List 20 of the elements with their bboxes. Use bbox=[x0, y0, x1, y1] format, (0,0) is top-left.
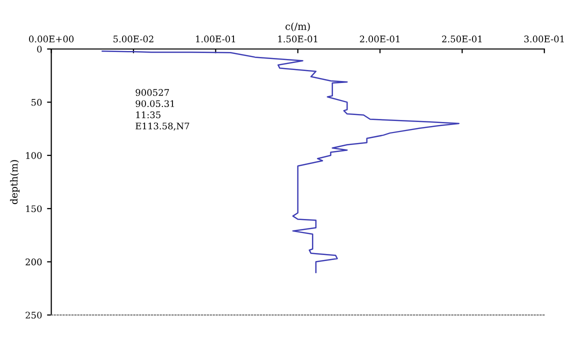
y-tick-label: 100 bbox=[26, 152, 42, 159]
y-tick-label: 150 bbox=[26, 205, 42, 212]
y-tick-label: 50 bbox=[32, 98, 42, 106]
y-tick-label: 0 bbox=[37, 46, 42, 53]
x-tick-label: 1.50E-01 bbox=[278, 36, 318, 42]
annotation: 90.05.31 bbox=[136, 100, 174, 108]
x-tick-label: 0.00E+00 bbox=[29, 36, 74, 42]
y-tick-label: 200 bbox=[26, 258, 42, 266]
x-tick-label: 3.00E-01 bbox=[524, 36, 564, 42]
y-tick-label: 250 bbox=[26, 312, 42, 319]
x-tick-label: 1.00E-01 bbox=[196, 36, 236, 42]
annotation: E113.58,N7 bbox=[136, 122, 190, 131]
x-tick-label: 2.00E-01 bbox=[360, 36, 400, 42]
line-series bbox=[102, 50, 460, 274]
y-axis-title: depth(m) bbox=[10, 160, 20, 204]
annotation: 11:35 bbox=[136, 111, 160, 118]
x-tick-label: 2.50E-01 bbox=[442, 36, 482, 42]
x-tick-label: 5.00E-02 bbox=[114, 36, 154, 42]
annotation: 900527 bbox=[136, 89, 169, 96]
x-axis-title: c(/m) bbox=[286, 22, 310, 32]
